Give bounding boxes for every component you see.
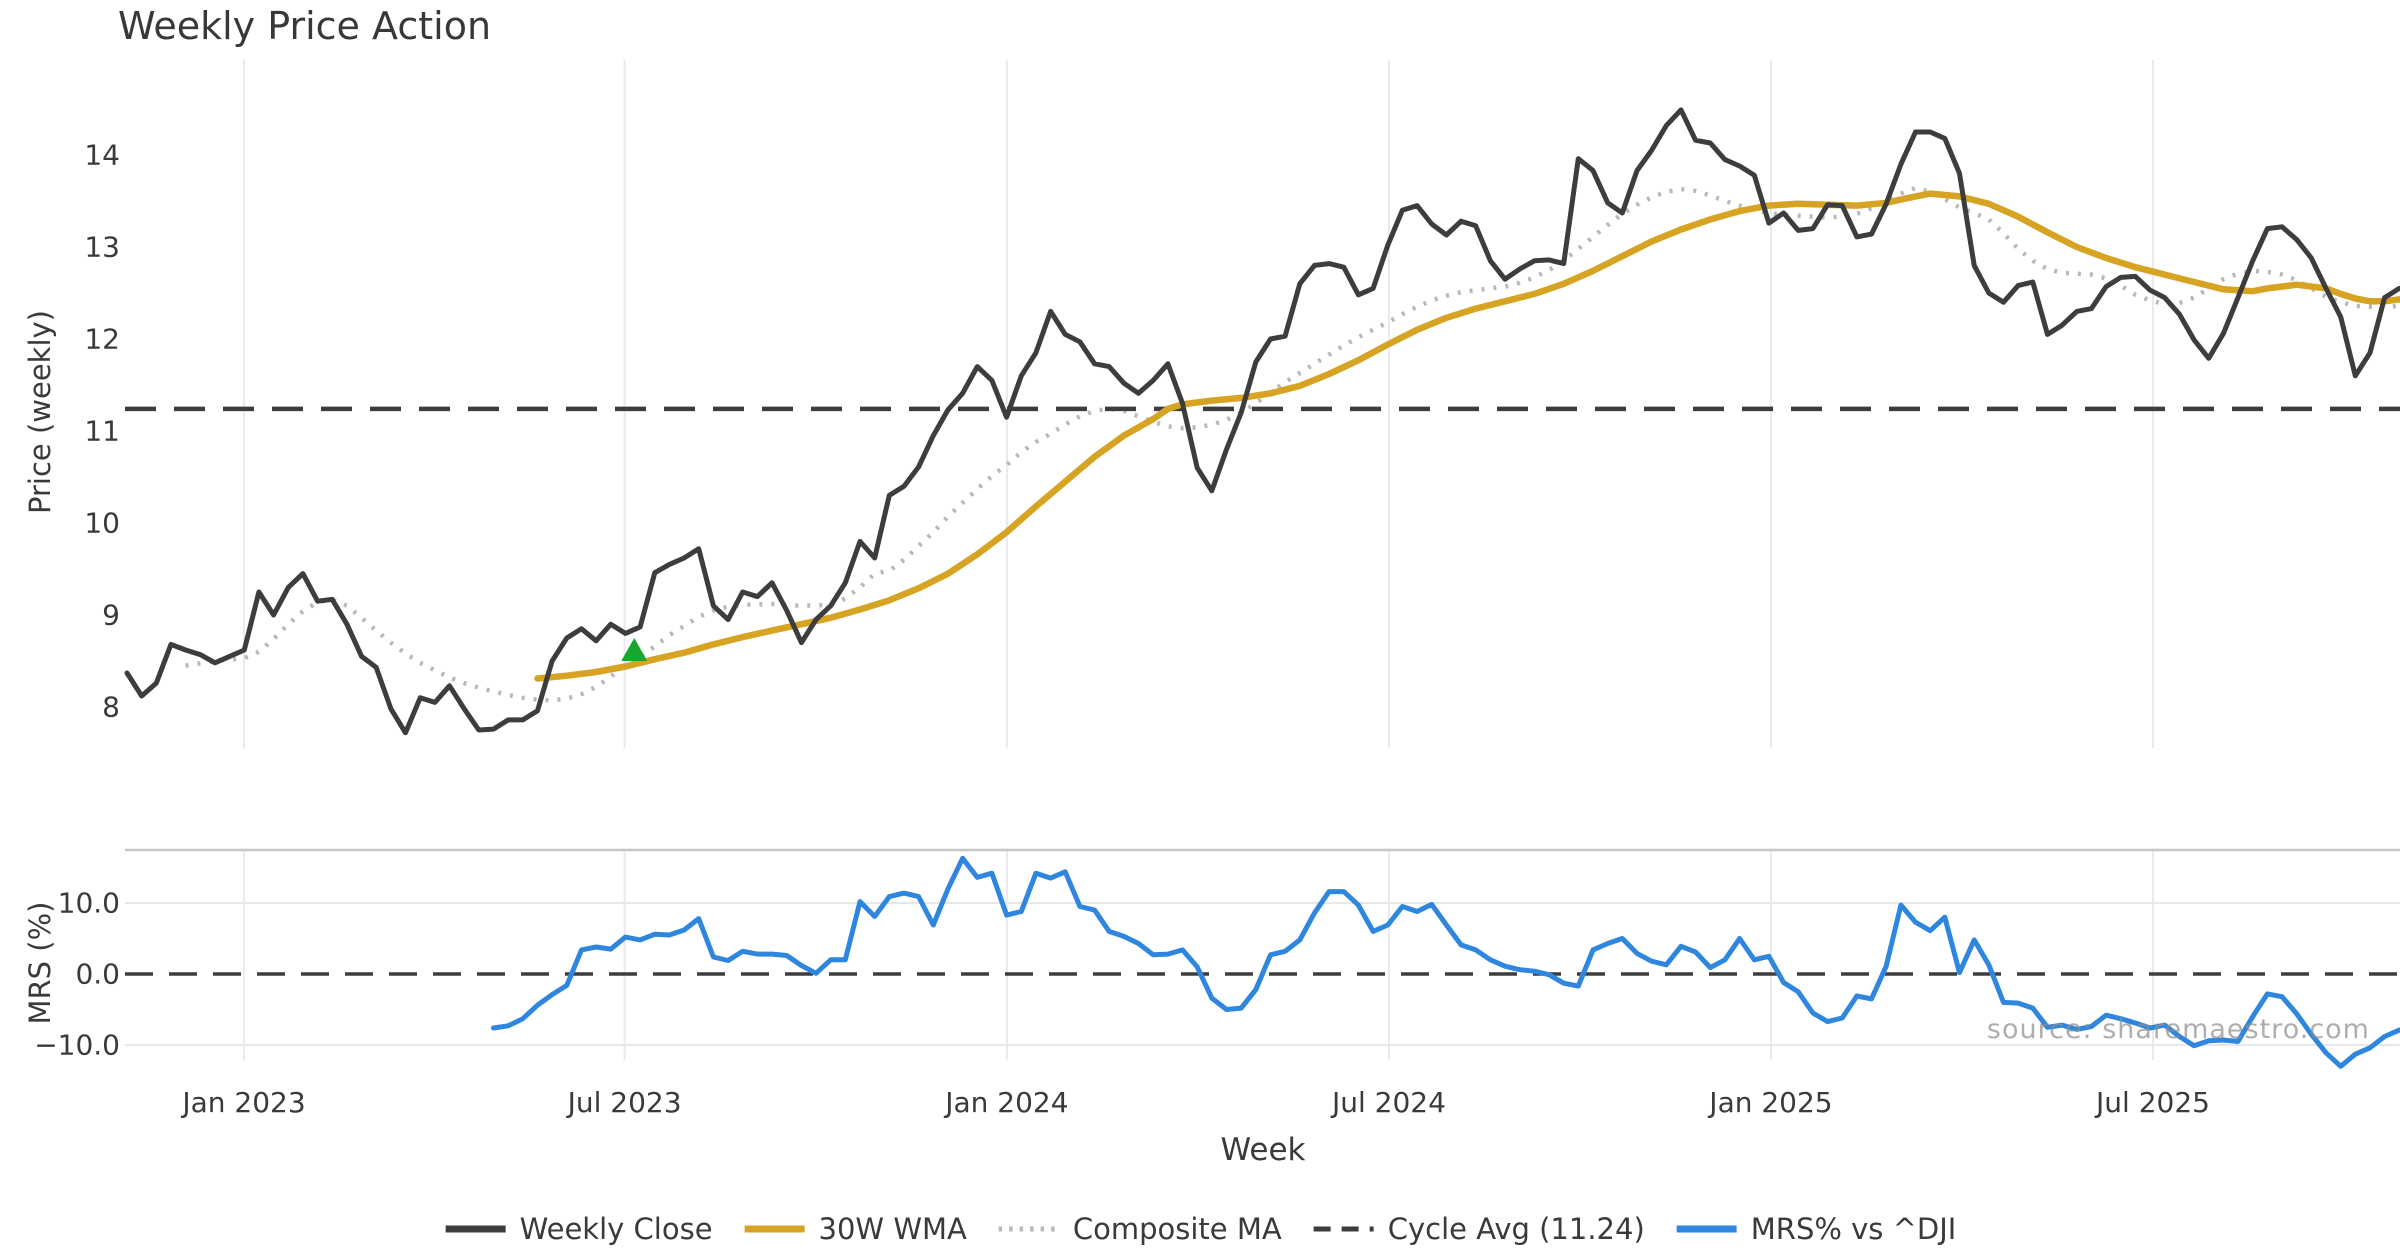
legend-swatch-weekly-close <box>445 1225 506 1233</box>
price-tick-label: 14 <box>84 138 120 172</box>
legend-item-weekly-close: Weekly Close <box>444 1212 713 1246</box>
legend-item-cycle-avg: Cycle Avg (11.24) <box>1312 1212 1645 1246</box>
price-tick-label: 13 <box>84 230 120 264</box>
x-tick-label: Jul 2025 <box>2096 1086 2210 1119</box>
x-tick-label: Jan 2024 <box>945 1086 1069 1119</box>
legend-label: 30W WMA <box>818 1212 967 1246</box>
legend-item-mrs: MRS% vs ^DJI <box>1675 1212 1957 1246</box>
weekly-close-line <box>124 107 2400 736</box>
x-tick-label: Jul 2024 <box>1331 1086 1446 1119</box>
price-tick-label: 12 <box>84 322 120 356</box>
legend-label: MRS% vs ^DJI <box>1750 1212 1957 1246</box>
price-tick-label: 9 <box>102 598 120 632</box>
x-tick-label: Jan 2025 <box>1709 1086 1833 1119</box>
mrs-tick-label: 0.0 <box>75 957 120 991</box>
price-tick-label: 11 <box>84 414 120 448</box>
mrs-line <box>491 855 2400 1069</box>
watermark: source: sharemaestro.com <box>1986 1014 2370 1045</box>
legend: Weekly Close 30W WMA Composite MA Cycle Avg… <box>444 1212 1957 1246</box>
legend-item-composite: Composite MA <box>997 1212 1282 1246</box>
legend-swatch-cycle-avg <box>1313 1226 1374 1232</box>
mrs-tick-label: −10.0 <box>34 1028 120 1062</box>
mrs-tick-label: 10.0 <box>57 886 120 920</box>
x-tick-label: Jul 2023 <box>567 1086 682 1119</box>
legend-swatch-mrs <box>1676 1225 1737 1233</box>
x-tick-label: Jan 2023 <box>182 1086 306 1119</box>
chart-title: Weekly Price Action <box>118 4 492 48</box>
buy-signal-marker <box>621 637 648 661</box>
legend-item-wma: 30W WMA <box>743 1212 967 1246</box>
legend-swatch-wma <box>744 1225 805 1233</box>
price-tick-label: 10 <box>84 506 120 540</box>
price-tick-label: 8 <box>102 690 120 724</box>
wma-line <box>534 190 2400 682</box>
legend-label: Composite MA <box>1072 1212 1282 1246</box>
legend-label: Cycle Avg (11.24) <box>1387 1212 1645 1246</box>
legend-swatch-composite <box>998 1226 1059 1232</box>
week-axis-label: Week <box>1220 1132 1306 1168</box>
legend-label: Weekly Close <box>519 1212 713 1246</box>
composite-ma-line <box>185 185 2400 703</box>
